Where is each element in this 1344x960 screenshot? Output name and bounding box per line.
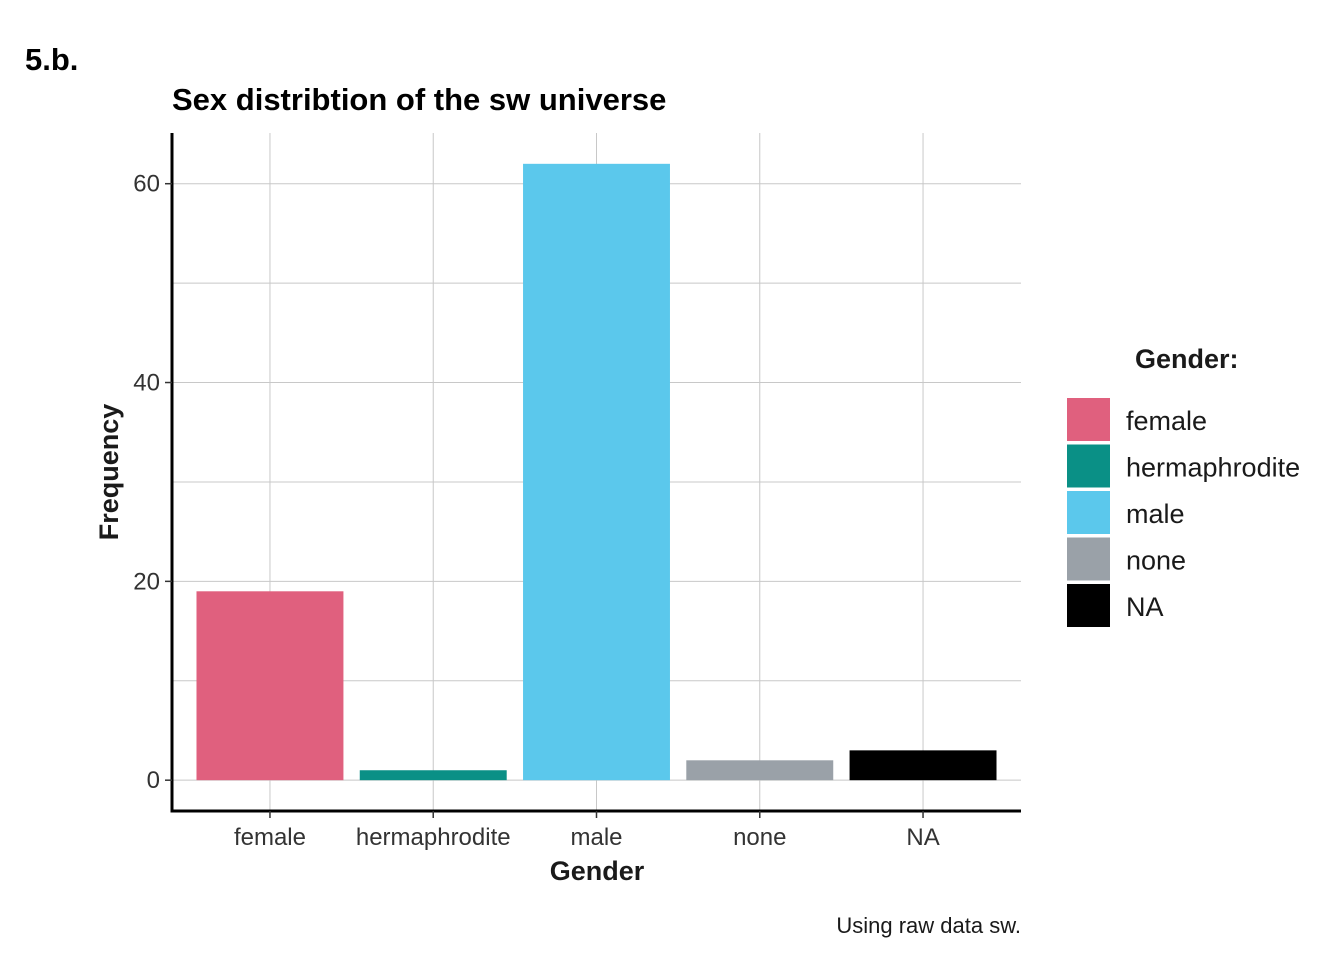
bar-none — [686, 760, 834, 781]
legend-title: Gender: — [1135, 344, 1239, 374]
x-tick-label: none — [733, 824, 786, 851]
legend-key-na — [1067, 584, 1110, 627]
legend-label: female — [1126, 406, 1207, 436]
x-tick-label: hermaphrodite — [356, 824, 511, 851]
legend: Gender: female hermaphrodite male none NA — [1067, 344, 1300, 627]
legend-key-hermaphrodite — [1067, 444, 1110, 488]
chart-title: Sex distribtion of the sw universe — [172, 82, 666, 117]
x-tick-label: female — [234, 824, 306, 851]
legend-label: none — [1126, 546, 1186, 576]
bar-na — [849, 750, 997, 781]
bar-hermaphrodite — [359, 770, 507, 781]
legend-key-none — [1067, 537, 1110, 581]
y-tick-label: 0 — [147, 767, 160, 794]
figure-tag: 5.b. — [25, 42, 78, 77]
legend-label: hermaphrodite — [1126, 453, 1300, 483]
legend-items: female hermaphrodite male none NA — [1067, 398, 1300, 627]
y-tick-label: 40 — [133, 370, 160, 397]
bar-male — [523, 163, 670, 781]
bars — [196, 163, 997, 781]
legend-label: NA — [1126, 592, 1164, 622]
x-tick-label: male — [570, 824, 622, 851]
legend-key-female — [1067, 398, 1110, 441]
legend-label: male — [1126, 499, 1185, 529]
bar-female — [196, 591, 344, 781]
tick-labels: 0 20 40 60 female hermaphrodite male none NA — [133, 171, 939, 851]
legend-key-male — [1067, 491, 1110, 534]
y-axis-title: Frequency — [94, 404, 124, 541]
caption: Using raw data sw. — [836, 913, 1021, 938]
y-tick-label: 60 — [133, 171, 160, 198]
x-axis-title: Gender — [550, 856, 645, 886]
y-tick-label: 20 — [133, 568, 160, 595]
x-tick-label: NA — [906, 824, 939, 851]
